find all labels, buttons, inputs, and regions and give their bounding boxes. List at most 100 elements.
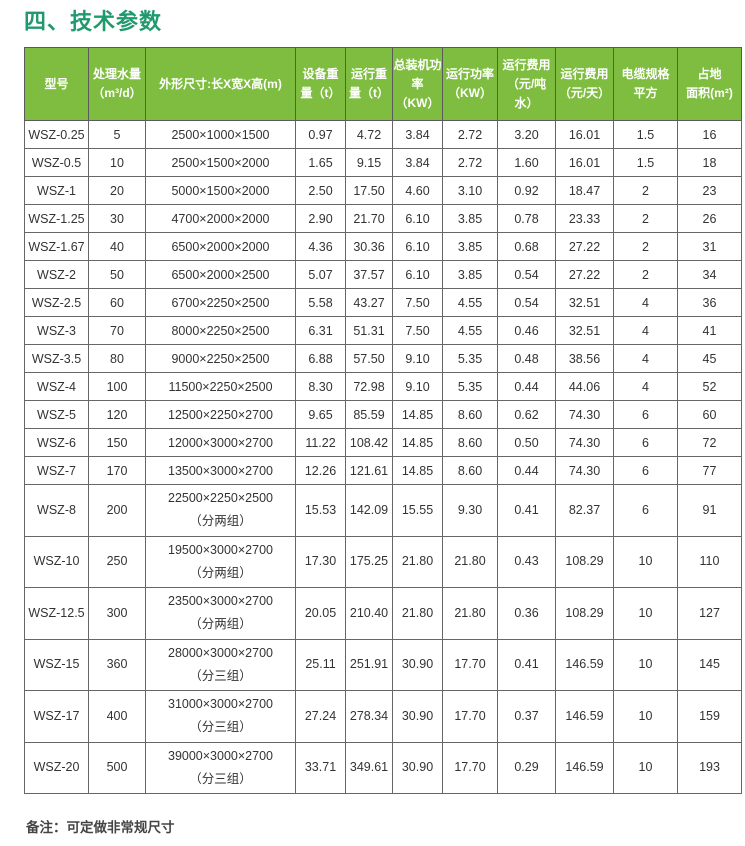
column-header-line: 面积(m²) [686, 86, 733, 100]
cell-value: WSZ-20 [33, 760, 80, 775]
cell-value: 12.26 [304, 463, 337, 478]
cell-value: 38.56 [568, 351, 601, 366]
column-header-line: （元/吨 [506, 76, 547, 91]
table-cell: 80 [88, 344, 146, 373]
cell-value: 30.90 [401, 708, 434, 723]
cell-value: 30 [110, 211, 124, 226]
cell-value: 12000×3000×2700 [168, 435, 273, 450]
table-cell: 3.84 [392, 148, 443, 177]
cell-value: 2 [642, 239, 649, 254]
table-cell: 9.30 [442, 484, 498, 537]
cell-value: 7.50 [405, 323, 430, 338]
table-cell: WSZ-12.5 [24, 587, 89, 640]
cell-subnote: （分三组） [189, 771, 252, 786]
table-cell: 74.30 [555, 400, 614, 429]
table-cell: 0.44 [497, 372, 556, 401]
column-header-line: 平方 [633, 86, 658, 100]
table-cell: 9000×2250×2500 [145, 344, 296, 373]
cell-value: 5 [113, 127, 121, 142]
cell-value: 2.72 [457, 127, 483, 142]
cell-value: 6700×2250×2500 [171, 295, 270, 310]
table-row: WSZ-1.67 40 6500×2000×2000 4.36 30.36 6.10 3.8… [24, 232, 742, 261]
table-row: WSZ-0.25 5 2500×1000×1500 0.97 4.72 3.84 2.72 3… [24, 120, 742, 149]
cell-value: 3.84 [405, 127, 430, 142]
cell-value: 60 [702, 407, 717, 422]
cell-value: 0.62 [514, 407, 539, 422]
table-cell: 175.25 [345, 535, 393, 588]
cell-value: 0.44 [514, 463, 539, 478]
table-cell: 11.22 [295, 428, 346, 457]
cell-value: 0.37 [514, 708, 539, 723]
cell-value: 6500×2000×2000 [171, 239, 270, 254]
table-cell: 4.55 [442, 288, 498, 317]
cell-value: 77 [702, 463, 717, 478]
table-cell: 27.24 [295, 690, 346, 743]
cell-value: 14.85 [401, 463, 434, 478]
table-cell: 0.92 [497, 176, 556, 205]
table-cell: WSZ-1.25 [24, 204, 89, 233]
cell-value: 82.37 [568, 502, 601, 517]
cell-value: 4.72 [356, 127, 382, 142]
table-cell: 0.29 [497, 741, 556, 794]
cell-value: 10 [110, 155, 124, 170]
cell-value: WSZ-2 [37, 267, 76, 282]
cell-value: 16 [702, 127, 717, 142]
table-cell: WSZ-10 [24, 535, 89, 588]
cell-value: 251.91 [349, 657, 389, 672]
table-cell: 72.98 [345, 372, 393, 401]
cell-value: 6 [642, 502, 649, 517]
cell-value: WSZ-12.5 [28, 605, 85, 620]
table-cell: 9.65 [295, 400, 346, 429]
table-row: WSZ-7 170 13500×3000×2700 12.26 121.61 14.85 8… [24, 456, 742, 485]
table-cell: 500 [88, 741, 146, 794]
column-header: 电缆规格 平方 [613, 47, 678, 121]
cell-value: 4.36 [308, 239, 333, 254]
table-cell: 4 [613, 288, 678, 317]
table-row: WSZ-15 360 28000×3000×2700 （分三组） 25.11 251.91… [24, 638, 742, 691]
cell-value: 127 [699, 605, 720, 620]
table-cell: 349.61 [345, 741, 393, 794]
cell-value: 0.46 [514, 323, 539, 338]
table-cell: 0.48 [497, 344, 556, 373]
column-header: 处理水量 （m³/d） [88, 47, 146, 121]
table-cell: 26 [677, 204, 742, 233]
table-header-row: 型号 处理水量 （m³/d） 外形尺寸:长X宽X高(m) 设备重 量（t） 运行重 量（t）总… [24, 47, 742, 121]
cell-value: 6.88 [308, 351, 333, 366]
table-cell: 110 [677, 535, 742, 588]
table-cell: 2.90 [295, 204, 346, 233]
table-cell: 6700×2250×2500 [145, 288, 296, 317]
cell-value: 14.85 [401, 435, 434, 450]
cell-value: 146.59 [565, 760, 604, 775]
table-cell: 10 [613, 690, 678, 743]
table-cell: 15.53 [295, 484, 346, 537]
cell-value: 7.50 [405, 295, 430, 310]
column-header-line: 水） [514, 95, 539, 110]
table-cell: 17.50 [345, 176, 393, 205]
table-cell: 10 [88, 148, 146, 177]
table-cell: 40 [88, 232, 146, 261]
cell-value: 74.30 [568, 407, 601, 422]
table-cell: 27.22 [555, 232, 614, 261]
table-cell: 400 [88, 690, 146, 743]
table-cell: 1.65 [295, 148, 346, 177]
cell-value: 9.30 [457, 502, 483, 517]
table-cell: 36 [677, 288, 742, 317]
cell-value: 60 [110, 295, 124, 310]
table-cell: 12500×2250×2700 [145, 400, 296, 429]
table-cell: 37.57 [345, 260, 393, 289]
table-cell: 28000×3000×2700 （分三组） [145, 638, 296, 691]
cell-value: 10 [638, 554, 653, 569]
table-row: WSZ-0.5 10 2500×1500×2000 1.65 9.15 3.84 2.72 1… [24, 148, 742, 177]
cell-value: 27.24 [304, 708, 337, 723]
cell-value: 16.01 [568, 127, 601, 142]
table-cell: 146.59 [555, 690, 614, 743]
cell-value: 10 [638, 605, 653, 620]
table-cell: 13500×3000×2700 [145, 456, 296, 485]
column-header: 设备重 量（t） [295, 47, 346, 121]
cell-value: 250 [106, 554, 128, 569]
table-cell: WSZ-3 [24, 316, 89, 345]
column-header-line: 运行费用 [560, 67, 609, 81]
cell-value: 27.22 [568, 239, 601, 254]
cell-value: 17.30 [304, 554, 337, 569]
cell-value: 30.36 [353, 239, 385, 254]
